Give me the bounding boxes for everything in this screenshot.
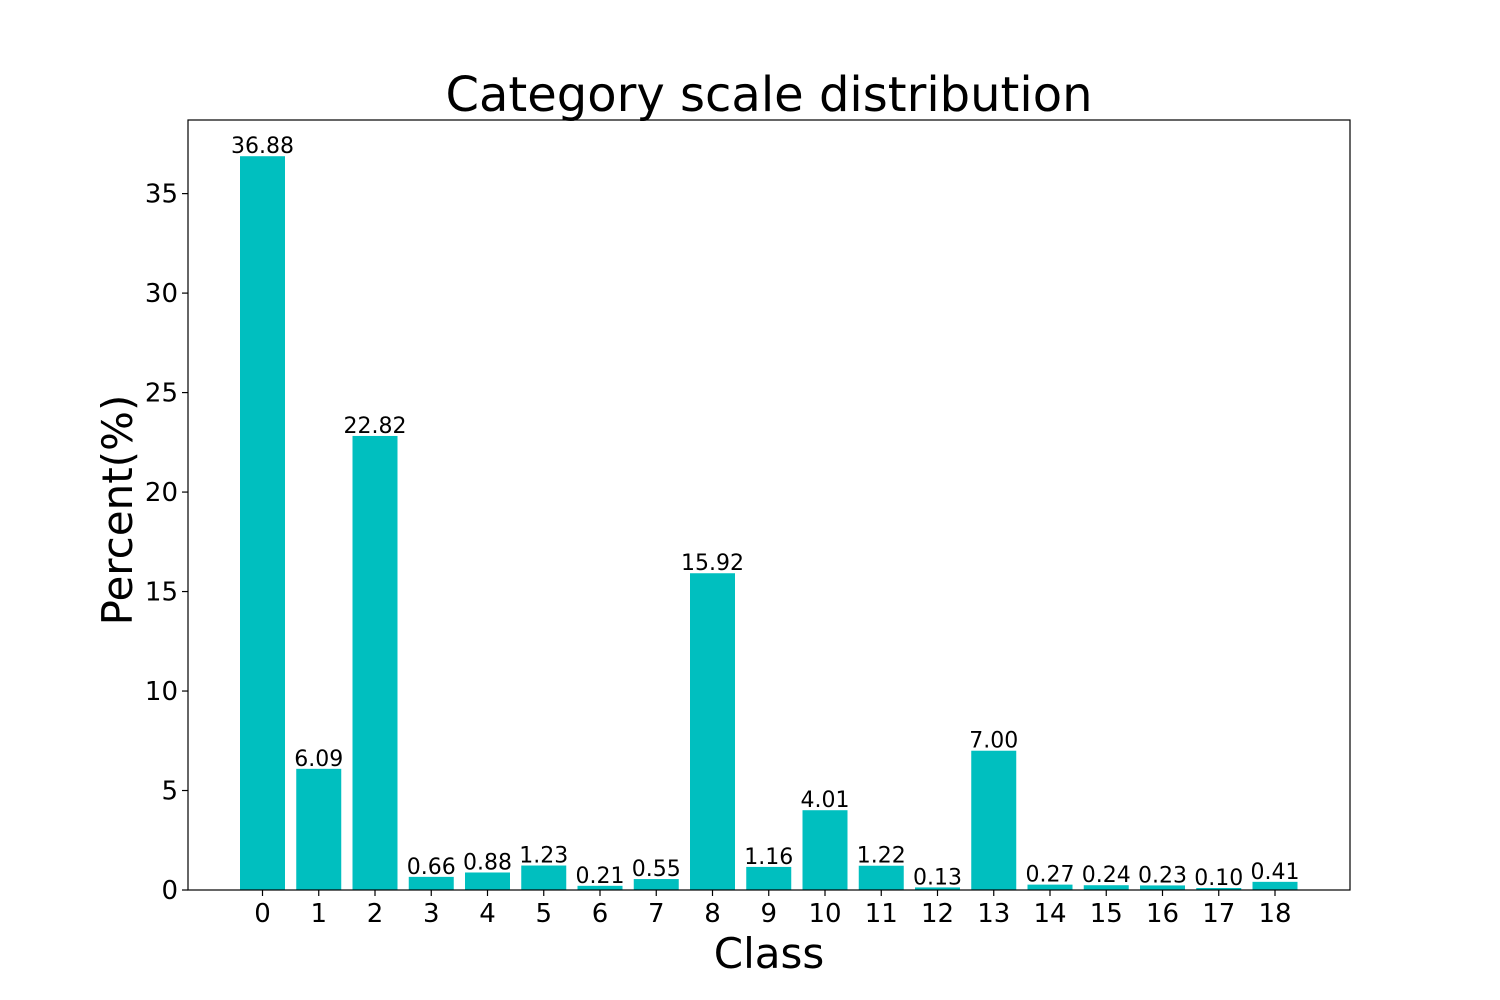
x-tick-label: 5 (535, 899, 552, 929)
value-label-class-3: 0.66 (407, 855, 456, 880)
bar-class-1 (296, 768, 342, 890)
y-tick-label: 5 (161, 777, 178, 807)
plot-frame (187, 119, 1351, 891)
bar-class-5 (521, 865, 567, 890)
x-tick-label: 6 (592, 899, 609, 929)
x-tick-label: 11 (865, 899, 898, 929)
x-axis-label: Class (714, 929, 825, 978)
bar-class-11 (858, 865, 904, 890)
bar-class-14 (1027, 884, 1073, 890)
x-ticks-group: 0 1 2 3 4 5 6 7 8 9 10 11 12 13 14 15 16 17 18 (254, 890, 1292, 929)
bar-class-4 (465, 872, 510, 890)
value-labels-group: 36.88 6.09 22.82 0.66 0.88 1.23 0.21 0.55 15.92 1… (231, 134, 1299, 891)
bar-class-12 (915, 887, 960, 890)
x-tick-label: 0 (254, 899, 271, 929)
y-ticks-group: 0 5 10 15 20 25 30 35 (145, 180, 188, 906)
bar-class-0 (240, 156, 285, 890)
value-label-class-6: 0.21 (576, 864, 625, 889)
value-label-class-1: 6.09 (294, 747, 343, 772)
value-label-class-13: 7.00 (969, 729, 1018, 754)
bar-class-16 (1140, 885, 1185, 890)
bar-class-9 (746, 866, 792, 890)
x-tick-label: 9 (760, 899, 777, 929)
x-tick-label: 3 (423, 899, 440, 929)
value-label-class-5: 1.23 (519, 844, 568, 869)
value-label-class-0: 36.88 (231, 134, 294, 159)
x-tick-label: 15 (1090, 899, 1123, 929)
bar-class-10 (802, 810, 848, 890)
x-tick-label: 13 (977, 899, 1010, 929)
value-label-class-4: 0.88 (463, 850, 512, 875)
y-tick-label: 15 (145, 578, 178, 608)
value-label-class-14: 0.27 (1026, 863, 1075, 888)
y-axis-label: Percent(%) (93, 395, 142, 626)
value-label-class-12: 0.13 (913, 865, 962, 890)
y-tick-label: 0 (161, 876, 178, 906)
bar-class-3 (408, 876, 454, 890)
bar-class-8 (690, 573, 735, 890)
bar-class-15 (1083, 885, 1129, 890)
x-tick-label: 8 (704, 899, 721, 929)
x-tick-label: 12 (921, 899, 954, 929)
bar-class-17 (1196, 888, 1242, 890)
y-tick-label: 10 (145, 677, 178, 707)
bar-class-2 (352, 435, 398, 890)
chart-title: Category scale distribution (446, 67, 1093, 123)
y-tick-label: 35 (145, 180, 178, 210)
bar-class-6 (577, 885, 623, 890)
bars-group (240, 156, 1298, 890)
y-tick-label: 20 (145, 478, 178, 508)
x-tick-label: 1 (310, 899, 327, 929)
x-tick-label: 4 (479, 899, 496, 929)
value-label-class-9: 1.16 (744, 845, 793, 870)
x-tick-label: 10 (808, 899, 841, 929)
value-label-class-7: 0.55 (632, 857, 681, 882)
bar-class-13 (971, 750, 1017, 890)
value-label-class-15: 0.24 (1082, 863, 1131, 888)
value-label-class-17: 0.10 (1194, 866, 1243, 891)
value-label-class-2: 22.82 (344, 414, 407, 439)
x-tick-label: 17 (1202, 899, 1235, 929)
y-tick-label: 25 (145, 379, 178, 409)
bar-class-7 (633, 879, 679, 890)
x-tick-label: 14 (1033, 899, 1066, 929)
value-label-class-8: 15.92 (681, 551, 744, 576)
x-tick-label: 16 (1146, 899, 1179, 929)
value-label-class-11: 1.22 (857, 844, 906, 869)
y-tick-label: 30 (145, 279, 178, 309)
value-label-class-18: 0.41 (1251, 860, 1300, 885)
x-tick-label: 2 (367, 899, 384, 929)
x-tick-label: 18 (1258, 899, 1291, 929)
value-label-class-16: 0.23 (1138, 863, 1187, 888)
value-label-class-10: 4.01 (801, 788, 850, 813)
bar-class-18 (1252, 881, 1298, 890)
x-tick-label: 7 (648, 899, 665, 929)
